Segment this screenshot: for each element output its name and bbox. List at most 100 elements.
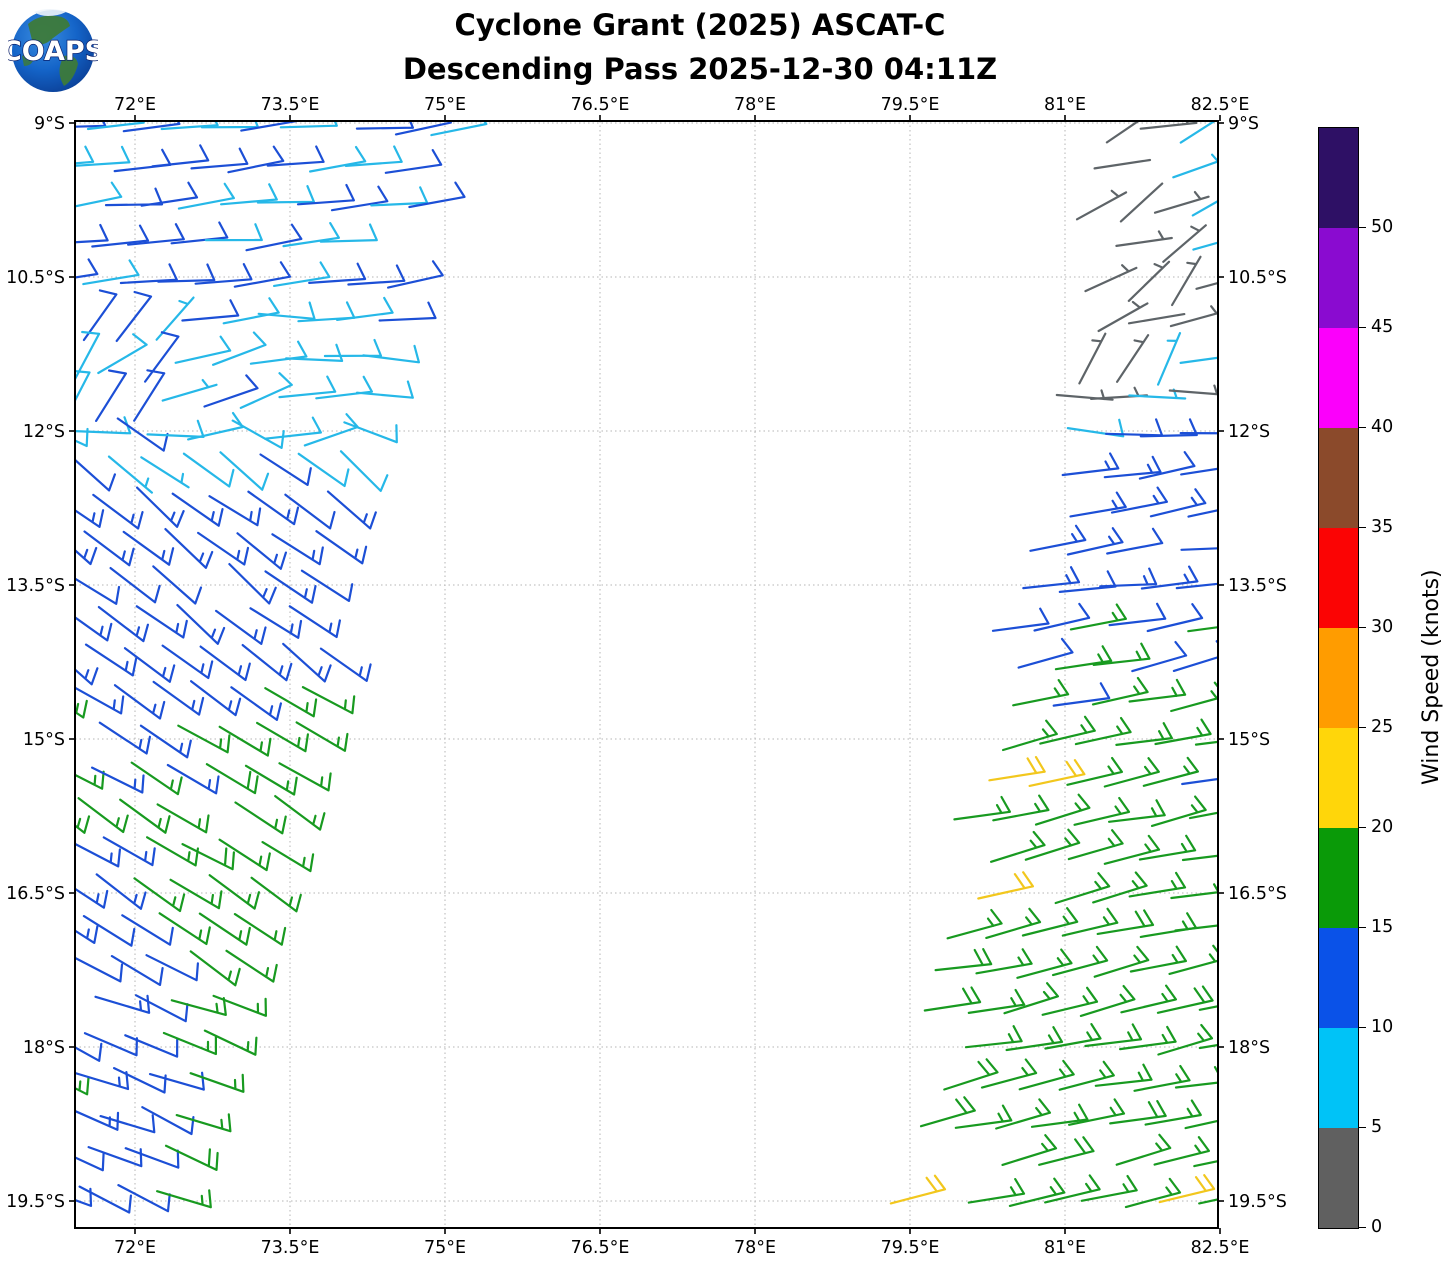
wind-barb — [1174, 1066, 1218, 1089]
y-tick-label-right: 19.5°S — [1228, 1192, 1287, 1212]
wind-barb — [1171, 255, 1202, 307]
wind-barb — [315, 375, 373, 400]
wind-barb — [84, 643, 138, 677]
x-tick-label-bottom: 79.5°E — [881, 1238, 940, 1258]
wind-barb — [82, 915, 136, 947]
wind-barb — [135, 994, 189, 1023]
wind-barb — [95, 873, 147, 910]
wind-barb — [124, 1147, 180, 1169]
wind-barb — [1105, 121, 1141, 144]
wind-barb — [319, 647, 372, 682]
wind-barb — [197, 531, 250, 566]
wind-barb — [1181, 777, 1218, 786]
wind-barb — [1096, 909, 1155, 935]
wind-barb — [158, 912, 211, 946]
wind-barb — [1127, 313, 1186, 325]
wind-barb — [278, 375, 337, 399]
wind-barb — [285, 343, 344, 362]
wind-barb — [1157, 332, 1182, 386]
y-tick-label-right: 12°S — [1228, 422, 1270, 442]
colorbar-tick-label: 30 — [1371, 617, 1394, 637]
wind-barb — [1084, 1023, 1143, 1048]
wind-barb — [1090, 386, 1149, 400]
colorbar-tick — [1359, 227, 1366, 228]
colorbar-tick-label: 25 — [1371, 717, 1394, 737]
wind-barb — [1080, 1174, 1138, 1202]
wind-barb — [288, 605, 341, 639]
y-tick-label-left: 10.5°S — [6, 268, 65, 288]
wind-barb — [378, 301, 437, 322]
wind-barb — [83, 530, 135, 567]
wind-barb — [113, 684, 166, 720]
colorbar-tick-label: 15 — [1371, 917, 1394, 937]
wind-barb — [75, 1152, 105, 1172]
wind-barb — [259, 453, 312, 486]
wind-barb — [1179, 121, 1217, 144]
wind-barb — [1003, 982, 1059, 1015]
wind-barb — [208, 874, 260, 910]
wind-barb — [1115, 1133, 1172, 1166]
x-tick-label-top: 82.5°E — [1191, 95, 1250, 115]
wind-barb — [110, 955, 164, 986]
colorbar-segment — [1319, 428, 1358, 528]
wind-barb — [964, 1025, 1023, 1049]
wind-barb — [236, 532, 287, 570]
wind-barb — [1174, 916, 1218, 932]
wind-barb — [1119, 182, 1164, 223]
colorbar-tick-label: 10 — [1371, 1017, 1394, 1037]
wind-barb — [75, 770, 105, 790]
wind-barb — [181, 843, 235, 871]
wind-barb — [991, 607, 1050, 632]
wind-barb — [117, 1184, 171, 1213]
wind-barb — [107, 455, 153, 494]
wind-barb — [300, 569, 354, 602]
wind-barb — [75, 616, 113, 642]
wind-barb — [190, 680, 242, 717]
wind-barb — [164, 1144, 219, 1171]
x-tick-label-bottom: 73.5°E — [261, 1238, 320, 1258]
colorbar-segment — [1319, 1028, 1358, 1128]
wind-barb — [156, 803, 210, 834]
wind-barb — [218, 838, 271, 872]
wind-barb — [1018, 1059, 1075, 1091]
wind-barb — [1109, 1100, 1167, 1125]
x-tick-label-top: 79.5°E — [881, 95, 940, 115]
wind-barb — [934, 948, 993, 972]
wind-barb — [220, 183, 278, 206]
wind-barb — [1068, 1098, 1126, 1126]
wind-barb — [1116, 334, 1150, 383]
wind-barb — [990, 830, 1046, 863]
wind-barb — [205, 763, 259, 795]
colorbar-tick-label: 5 — [1371, 1117, 1383, 1137]
wind-barb — [1093, 158, 1152, 170]
wind-barb — [1052, 682, 1111, 707]
wind-barb — [1103, 757, 1160, 788]
wind-barb — [250, 876, 302, 913]
wind-barb — [133, 877, 186, 913]
x-tick-label-bottom: 81°E — [1044, 1238, 1086, 1258]
wind-barb — [75, 956, 124, 983]
wind-barb — [122, 530, 175, 566]
wind-barb — [256, 721, 309, 753]
wind-barb — [1168, 384, 1218, 396]
wind-barb — [1091, 676, 1149, 706]
wind-barb — [303, 413, 359, 447]
wind-barb — [1105, 418, 1164, 437]
wind-barb — [1039, 715, 1096, 745]
wind-barb — [1127, 260, 1171, 302]
wind-barb — [75, 1076, 90, 1096]
x-tick-label-bottom: 78°E — [734, 1238, 776, 1258]
wind-barb — [1146, 603, 1204, 633]
wind-barb — [75, 145, 131, 167]
wind-barb — [1168, 944, 1218, 975]
wind-barb — [136, 486, 185, 528]
wind-barb — [1092, 642, 1151, 666]
wind-barb — [297, 452, 350, 488]
wind-barb — [264, 687, 318, 718]
wind-barb — [355, 380, 414, 399]
wind-barb — [387, 260, 444, 289]
colorbar-segment — [1319, 128, 1358, 228]
wind-barb — [1180, 467, 1218, 476]
wind-barb — [187, 411, 244, 441]
wind-barb — [1061, 452, 1120, 477]
